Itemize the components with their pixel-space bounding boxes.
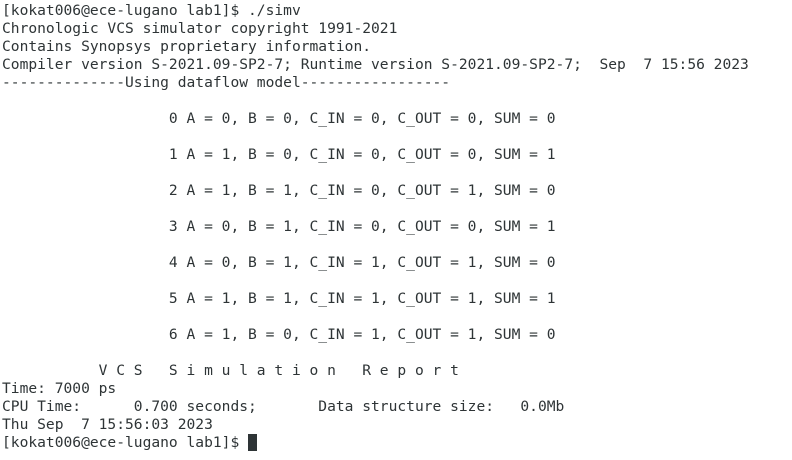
terminal-line-command: [kokat006@ece-lugano lab1]$ ./simv [2,2,301,19]
terminal-line-blank [2,308,792,326]
terminal-cursor [248,434,258,451]
terminal-line-result-4: 4 A = 0, B = 1, C_IN = 1, C_OUT = 1, SUM… [2,254,556,271]
terminal-line-compiler-version: Compiler version S-2021.09-SP2-7; Runtim… [2,56,749,73]
terminal-line-result-3: 3 A = 0, B = 1, C_IN = 0, C_OUT = 0, SUM… [2,218,556,235]
terminal-line-blank [2,344,792,362]
terminal-line-proprietary: Contains Synopsys proprietary informatio… [2,38,372,55]
terminal-line-blank [2,92,792,110]
terminal-line-blank [2,128,792,146]
terminal-prompt: [kokat006@ece-lugano lab1]$ [2,434,249,451]
terminal-line-result-2: 2 A = 1, B = 1, C_IN = 0, C_OUT = 1, SUM… [2,182,556,199]
terminal-line-blank [2,164,792,182]
terminal-prompt-line[interactable]: [kokat006@ece-lugano lab1]$ [2,434,792,452]
terminal-line-model-banner: --------------Using dataflow model------… [2,74,451,91]
terminal-line-blank [2,236,792,254]
terminal-line-result-1: 1 A = 1, B = 0, C_IN = 0, C_OUT = 0, SUM… [2,146,556,163]
terminal-line-report-title: V C S S i m u l a t i o n R e p o r t [2,362,459,379]
terminal-line-date: Thu Sep 7 15:56:03 2023 [2,416,213,433]
terminal-line-blank [2,272,792,290]
terminal-line-copyright: Chronologic VCS simulator copyright 1991… [2,20,398,37]
terminal-line-result-0: 0 A = 0, B = 0, C_IN = 0, C_OUT = 0, SUM… [2,110,556,127]
terminal-line-sim-time: Time: 7000 ps [2,380,117,397]
terminal-line-blank [2,200,792,218]
terminal-line-result-6: 6 A = 1, B = 0, C_IN = 1, C_OUT = 1, SUM… [2,326,556,343]
terminal-line-cpu-time: CPU Time: 0.700 seconds; Data structure … [2,398,565,415]
terminal-line-result-5: 5 A = 1, B = 1, C_IN = 1, C_OUT = 1, SUM… [2,290,556,307]
